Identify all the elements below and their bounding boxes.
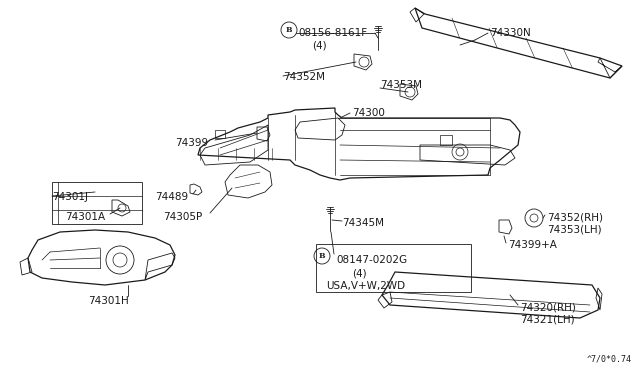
Text: 74399+A: 74399+A [508, 240, 557, 250]
Text: USA,V+W,2WD: USA,V+W,2WD [326, 281, 405, 291]
Text: B: B [319, 252, 325, 260]
Text: 08147-0202G: 08147-0202G [336, 255, 407, 265]
Text: 74345M: 74345M [342, 218, 384, 228]
Text: 74330N: 74330N [490, 28, 531, 38]
Text: 74305P: 74305P [163, 212, 202, 222]
Text: 74301J: 74301J [52, 192, 88, 202]
Text: B: B [285, 26, 292, 34]
Bar [215, 130, 225, 138]
Text: ^7/0*0.74: ^7/0*0.74 [587, 355, 632, 364]
Text: 74352M: 74352M [283, 72, 325, 82]
Text: (4): (4) [352, 268, 367, 278]
Text: 74301A: 74301A [65, 212, 105, 222]
Text: 74399: 74399 [175, 138, 208, 148]
Text: 74301H: 74301H [88, 296, 129, 306]
Text: 74300: 74300 [352, 108, 385, 118]
Text: 74353(LH): 74353(LH) [547, 224, 602, 234]
Text: 74352(RH): 74352(RH) [547, 212, 603, 222]
Text: 74353M: 74353M [380, 80, 422, 90]
Bar [316, 244, 471, 292]
Text: 74320(RH): 74320(RH) [520, 302, 576, 312]
Text: (4): (4) [312, 40, 326, 50]
Text: 74321(LH): 74321(LH) [520, 314, 575, 324]
Bar [52, 182, 142, 224]
Text: 74489: 74489 [155, 192, 188, 202]
Text: 08156-8161F: 08156-8161F [298, 28, 367, 38]
Bar [440, 135, 452, 145]
